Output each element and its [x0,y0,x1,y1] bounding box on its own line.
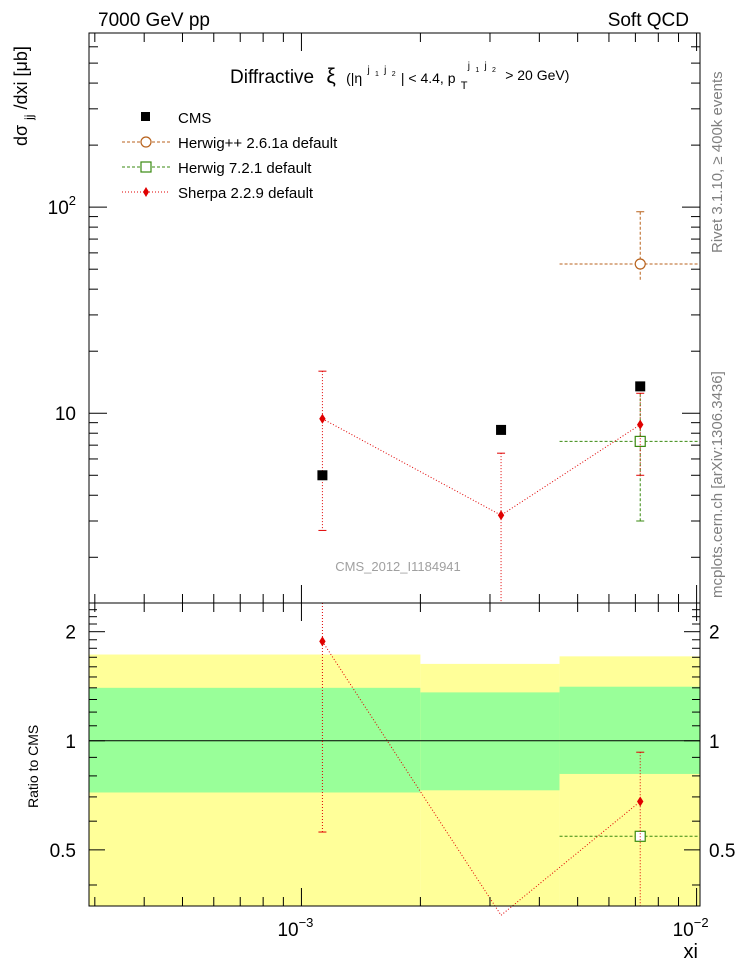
x-tick-base: 10 [277,920,298,941]
y-axis-label-bottom: Ratio to CMS [25,725,41,808]
sherpa-point [497,510,505,521]
sherpa-point [319,413,326,424]
title-sub1: 1 [375,71,379,78]
sherpa-ratio-point [637,796,644,807]
x-tick-exp: −3 [299,915,314,930]
title-pt-supsub1: 1 [475,67,479,74]
ratio-tick-label-right: 0.5 [709,841,735,862]
ratio-band-inner [420,692,560,791]
ratio-tick-label-left: 1 [65,732,76,753]
y-tick-base: 10 [48,198,69,219]
legend-entry-herwigpp: Herwig++ 2.6.1a default [122,135,338,152]
title-pt-sup2: j [484,61,487,72]
cms-point [496,424,507,435]
legend-label-sherpa: Sherpa 2.2.9 default [178,185,314,202]
title-pt-sup1: j [467,61,470,72]
ratio-tick-label-left: 2 [65,623,76,644]
legend-entry-cms: CMS [141,110,211,127]
plot-title: Diffractive ξ (|η j 1 j 2 | < 4.4, p T j… [230,53,569,94]
title-sub2: 2 [392,71,396,78]
y-tick-label: 10 [55,404,76,425]
legend-entry-herwig7: Herwig 7.2.1 default [122,160,312,177]
legend-marker-herwig7 [140,161,152,173]
legend-label-herwig7: Herwig 7.2.1 default [178,160,312,177]
ratio-panel: 0.5 0.51 12 210−3 10−2 [50,602,735,941]
legend-marker-cms [141,112,150,121]
title-main: Diffractive [230,67,314,88]
energy-label: 7000 GeV pp [98,10,210,31]
title-mid: | < 4.4, p [401,70,456,86]
sherpa-line [322,418,641,516]
ratio-panel-frame [88,602,701,907]
x-tick-base: 10 [673,920,694,941]
title-pt-supsub2: 2 [492,67,496,74]
y-label-sub: jj [22,115,36,121]
legend: CMS Herwig++ 2.6.1a default Herwig 7.2.1… [122,110,338,202]
y-axis-label-top: dσ jj /dxi [μb] [11,46,37,146]
cms-point [635,381,646,392]
analysis-watermark: CMS_2012_I1184941 [335,559,461,574]
legend-marker-sherpa [143,187,149,197]
sherpa-ratio-line [321,641,641,916]
legend-label-cms: CMS [178,110,211,127]
x-tick-label: 10−3 [277,915,313,941]
mcplots-label: mcplots.cern.ch [arXiv:1306.3436] [709,371,726,598]
x-axis-label: xi [684,941,698,963]
sherpa-point [637,419,644,430]
title-pt-sub: T [461,80,468,92]
cms-point [317,470,328,481]
title-tail: > 20 GeV) [505,67,569,83]
ratio-band-inner [559,686,700,774]
category-label: Soft QCD [608,10,689,31]
sherpa-ratio-point [319,636,326,647]
y-tick-exp: 2 [69,193,76,208]
y-tick-label: 102 [48,193,76,219]
ratio-tick-label-right: 1 [709,732,720,753]
legend-marker-herwigpp [140,136,152,148]
title-symbol: ξ [326,65,335,88]
title-sup1: j [366,65,369,76]
title-sup2: j [383,65,386,76]
legend-entry-sherpa: Sherpa 2.2.9 default [122,185,314,202]
x-tick-label: 10−2 [673,915,709,941]
title-open: (|η [346,70,362,86]
ratio-band-inner [89,687,421,793]
x-tick-exp: −2 [694,915,709,930]
y-tick-base: 10 [55,404,76,425]
legend-label-herwigpp: Herwig++ 2.6.1a default [178,135,338,152]
ratio-tick-label-left: 0.5 [50,841,76,862]
ratio-tick-label-right: 2 [709,623,720,644]
herwigpp-point [634,258,646,270]
y-label-rest: /dxi [μb] [11,46,31,109]
rivet-label: Rivet 3.1.10, ≥ 400k events [709,71,726,253]
y-label-d: dσ [11,125,31,146]
